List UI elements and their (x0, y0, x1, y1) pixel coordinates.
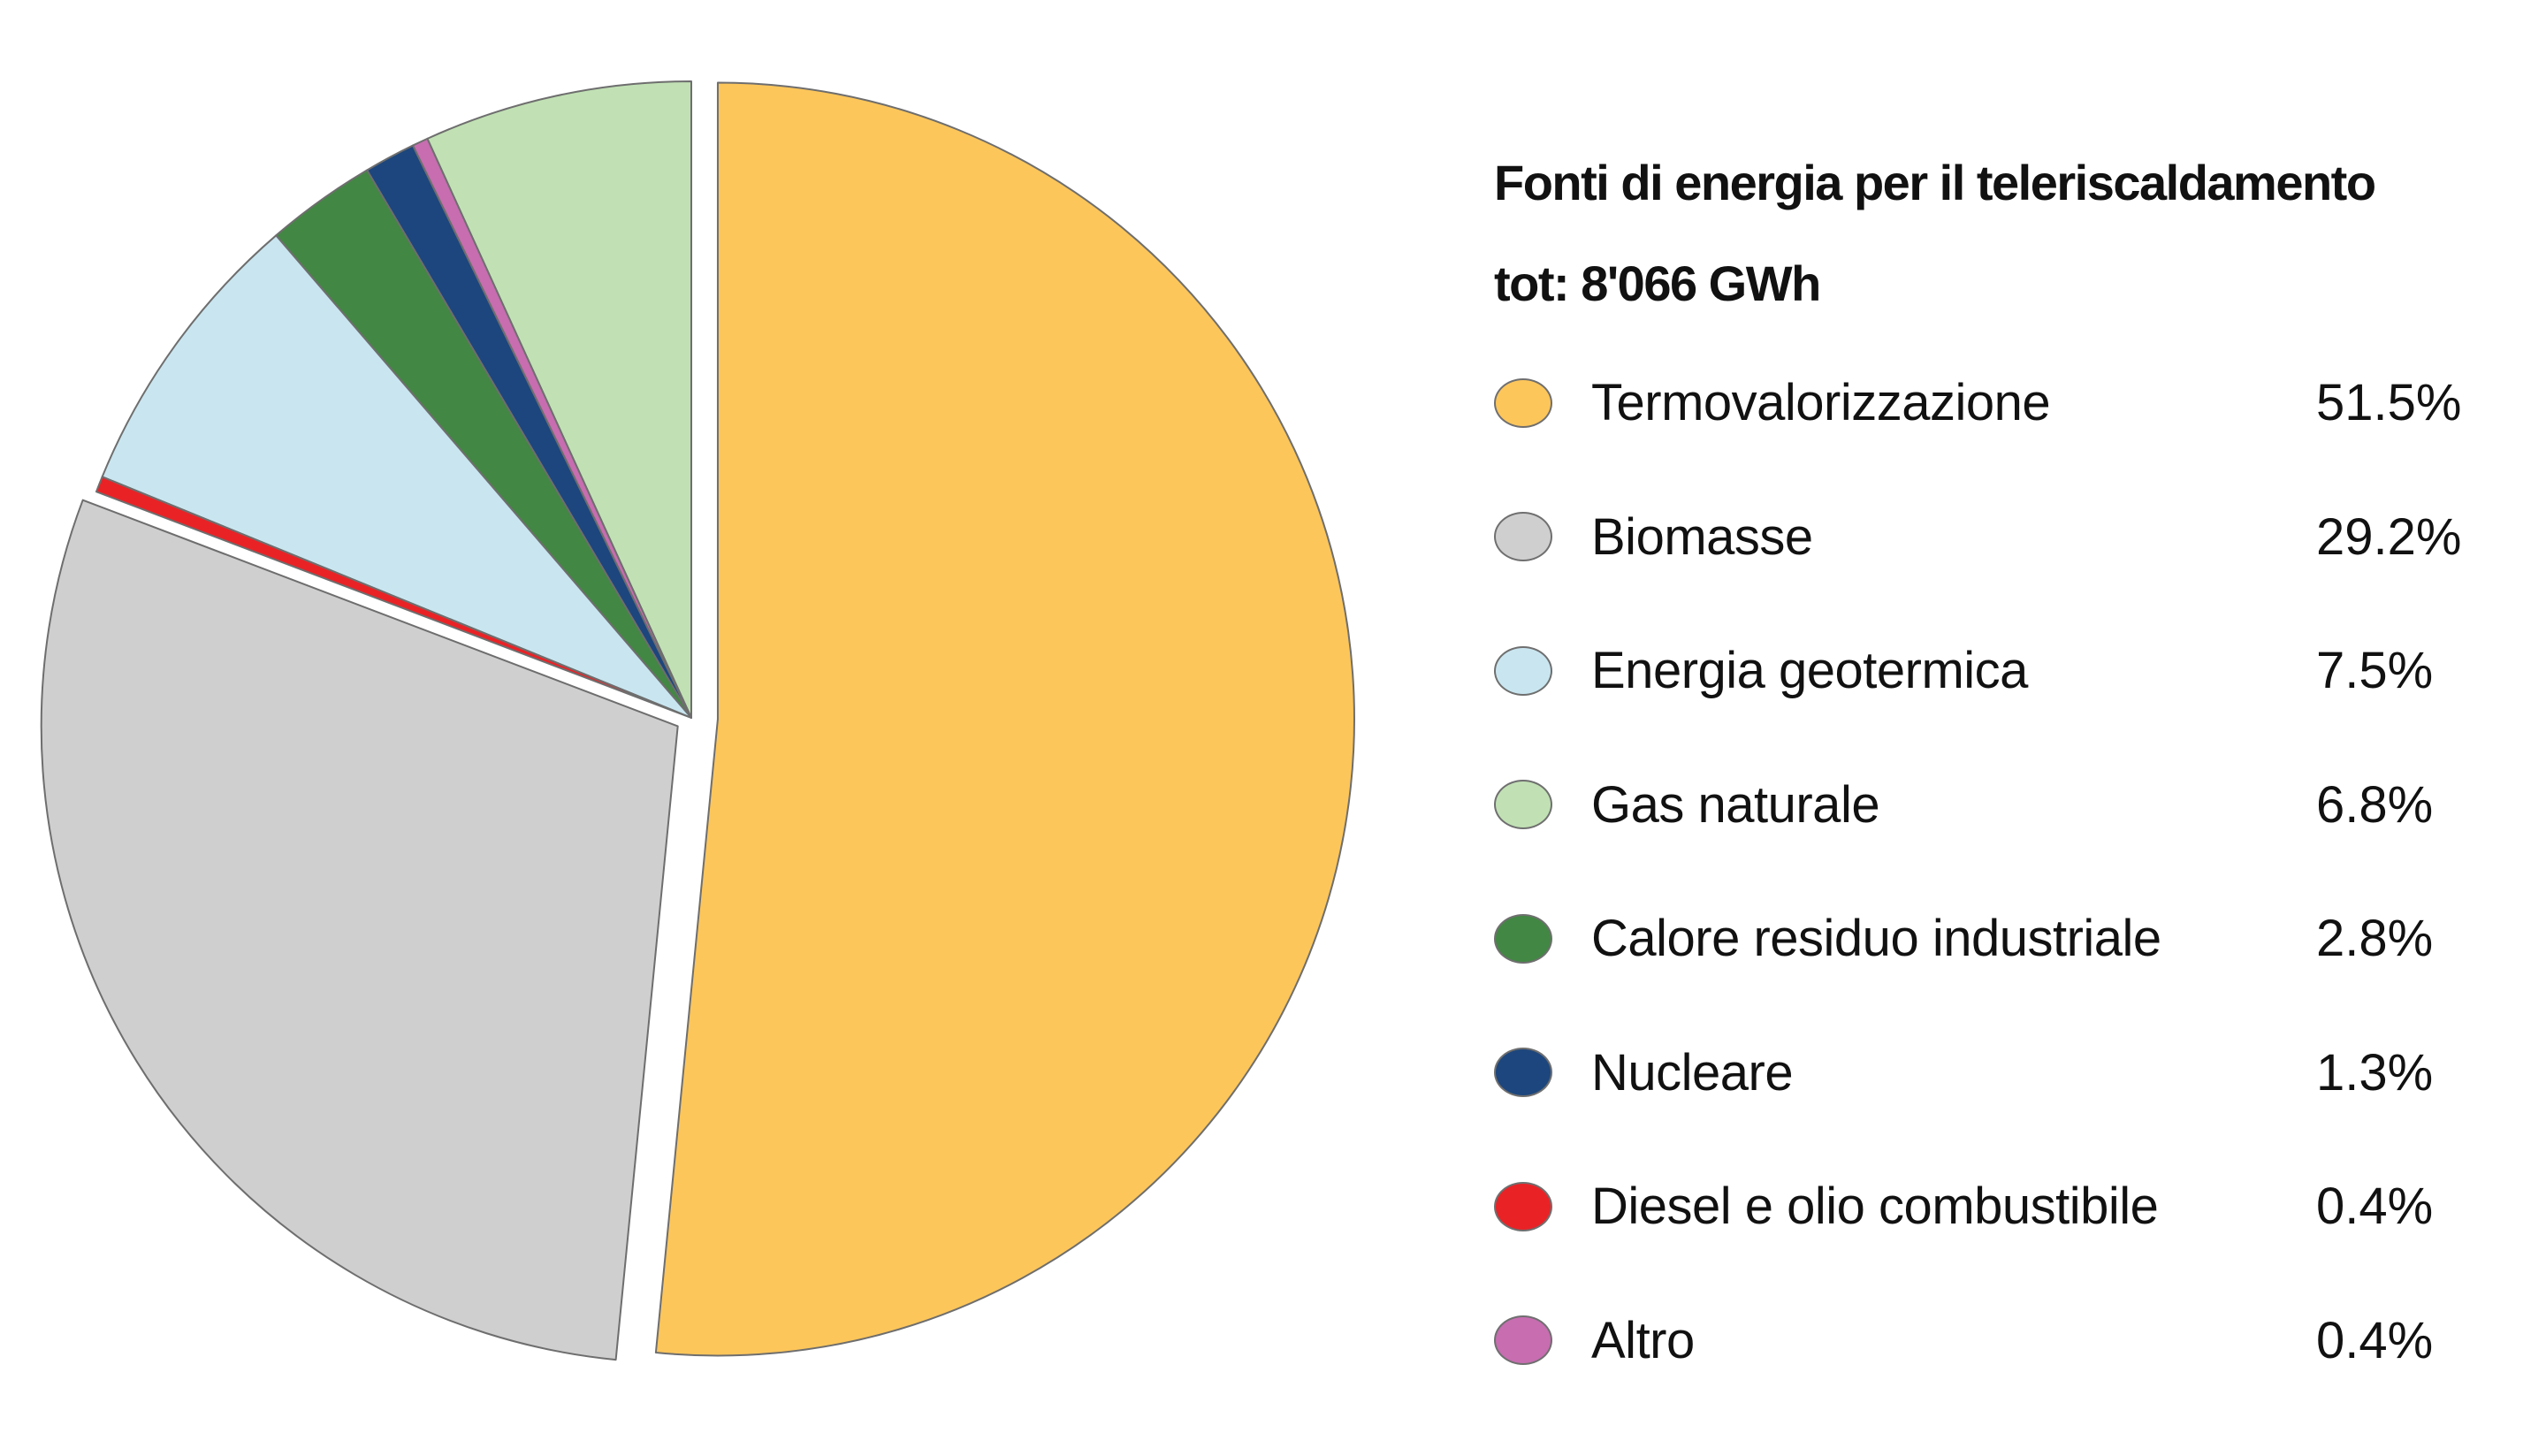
legend-item-calore-residuo-industriale: Calore residuo industriale 2.8% (1494, 872, 2511, 1006)
legend-item-nucleare: Nucleare 1.3% (1494, 1006, 2511, 1140)
legend-label: Termovalorizzazione (1591, 374, 2051, 432)
pie-slice-biomasse (40, 499, 679, 1361)
legend-value: 0.4% (2316, 1311, 2434, 1369)
legend-label: Nucleare (1591, 1043, 1794, 1102)
chart-subtitle: tot: 8'066 GWh (1494, 255, 1821, 311)
legend-label: Biomasse (1591, 507, 1813, 566)
legend-swatch (1494, 377, 1552, 428)
legend-swatch (1494, 645, 1552, 696)
legend-label: Energia geotermica (1591, 642, 2028, 700)
legend-value: 7.5% (2316, 642, 2434, 700)
legend-item-biomasse: Biomasse 29.2% (1494, 470, 2511, 605)
legend-value: 29.2% (2316, 507, 2462, 566)
legend-value: 51.5% (2316, 374, 2462, 432)
pie-slice-diesel-e-olio-combustibile (95, 476, 692, 719)
legend-swatch (1494, 780, 1552, 830)
legend-item-termovalorizzazione: Termovalorizzazione 51.5% (1494, 336, 2511, 470)
legend-label: Diesel e olio combustibile (1591, 1178, 2159, 1236)
legend-value: 1.3% (2316, 1043, 2434, 1102)
legend-item-energia-geotermica: Energia geotermica 7.5% (1494, 604, 2511, 738)
pie-slice-termovalorizzazione (654, 81, 1355, 1357)
pie-slice-gas-naturale (426, 80, 692, 719)
legend-item-gas-naturale: Gas naturale 6.8% (1494, 738, 2511, 873)
legend-label: Altro (1591, 1311, 1695, 1369)
legend-value: 2.8% (2316, 910, 2434, 968)
legend-value: 0.4% (2316, 1178, 2434, 1236)
legend-item-altro: Altro 0.4% (1494, 1274, 2511, 1408)
legend-item-diesel-e-olio-combustibile: Diesel e olio combustibile 0.4% (1494, 1140, 2511, 1274)
legend: Fonti di energia per il teleriscaldament… (1494, 133, 2511, 1407)
legend-list: Termovalorizzazione 51.5% Biomasse 29.2% Ene… (1494, 336, 2511, 1407)
pie-slice-energia-geotermica (101, 234, 692, 719)
legend-swatch (1494, 1181, 1552, 1231)
chart-title: Fonti di energia per il teleriscaldament… (1494, 155, 2376, 210)
legend-swatch (1494, 913, 1552, 964)
legend-swatch (1494, 1048, 1552, 1098)
legend-label: Calore residuo industriale (1591, 910, 2161, 968)
legend-value: 6.8% (2316, 775, 2434, 834)
legend-label: Gas naturale (1591, 775, 1880, 834)
legend-swatch (1494, 512, 1552, 562)
legend-swatch (1494, 1315, 1552, 1366)
